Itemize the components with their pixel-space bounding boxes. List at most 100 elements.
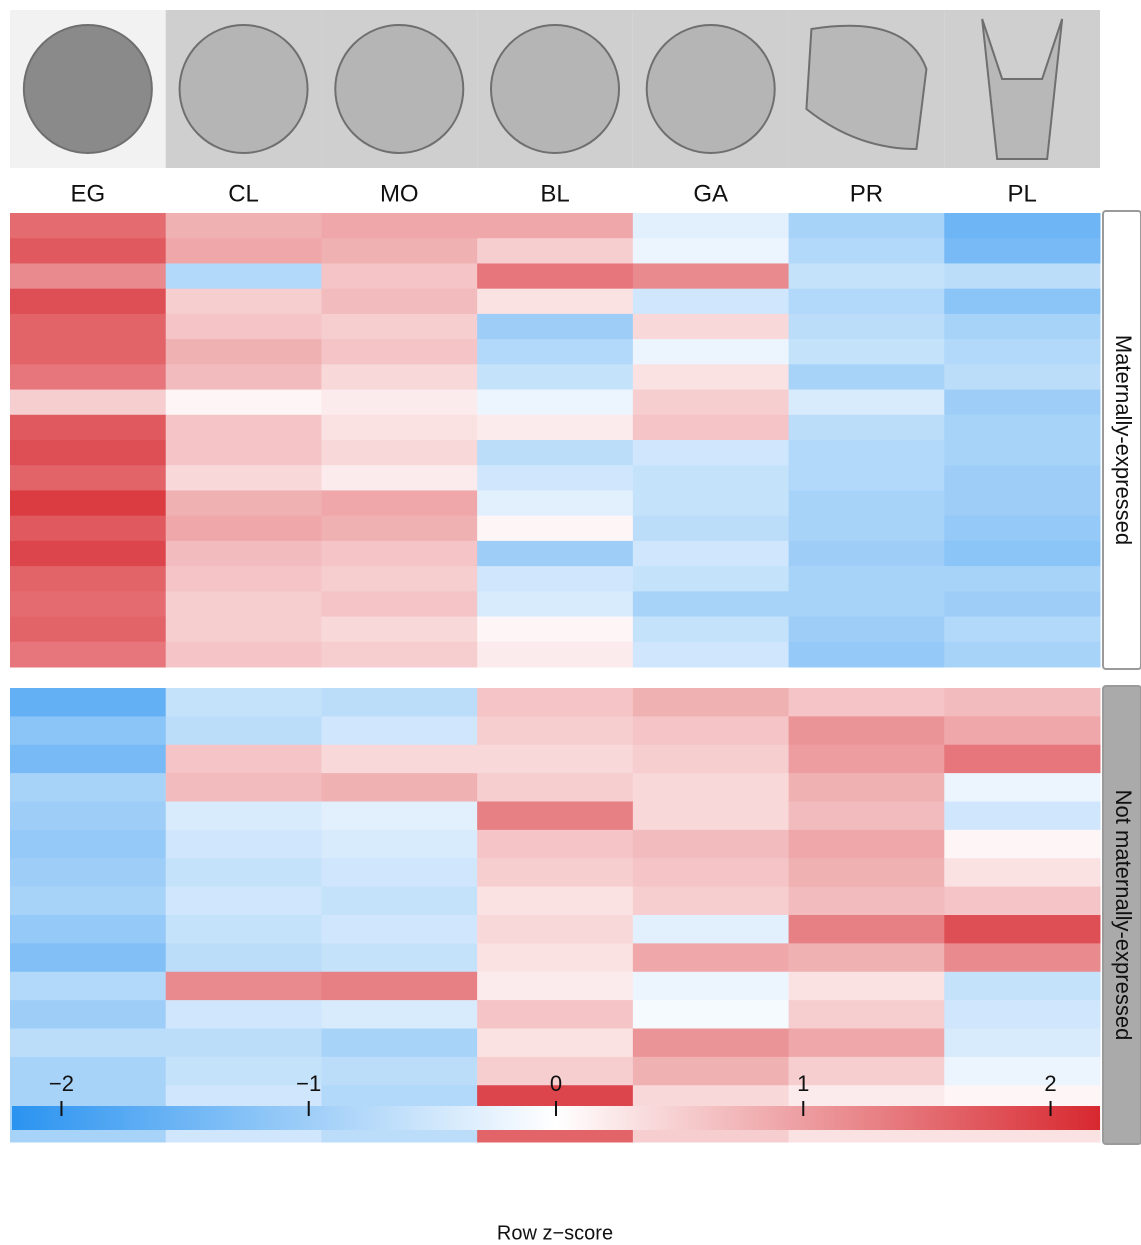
heat-cell: [477, 744, 634, 774]
heat-cell: [10, 288, 167, 315]
heat-cell: [165, 440, 322, 466]
heat-cell: [321, 915, 478, 944]
heat-cell: [165, 339, 322, 365]
heat-cell: [944, 339, 1101, 365]
heat-cell: [477, 440, 634, 466]
heat-cell: [944, 1056, 1101, 1086]
heat-cell: [477, 1000, 634, 1029]
heat-cell: [632, 591, 790, 618]
heat-cell: [632, 515, 790, 542]
heat-cell: [477, 263, 634, 290]
heat-cell: [944, 288, 1101, 315]
heat-cell: [944, 515, 1101, 542]
heat-cell: [321, 213, 478, 239]
heat-cell: [10, 915, 167, 944]
heat-cell: [632, 801, 790, 831]
heat-cell: [632, 1028, 790, 1058]
heat-cell: [321, 716, 478, 746]
heat-cell: [632, 716, 790, 746]
heat-cell: [788, 440, 945, 466]
heat-cell: [477, 238, 634, 264]
heat-cell: [477, 688, 634, 717]
embryo-shape: [22, 24, 153, 154]
heat-cell: [165, 414, 322, 441]
heat-cell: [321, 641, 478, 668]
heat-cell: [321, 515, 478, 542]
embryo-shape: [178, 24, 309, 154]
heat-cell: [477, 465, 634, 491]
heat-cell: [10, 688, 167, 717]
heat-cell: [10, 801, 167, 831]
heat-cell: [10, 313, 167, 340]
heat-cell: [477, 490, 634, 517]
heat-cell: [477, 339, 634, 365]
heat-cell: [165, 515, 322, 542]
heat-cell: [165, 288, 322, 315]
heat-cell: [10, 773, 167, 802]
column-label: PL: [1007, 180, 1036, 207]
heat-cell: [788, 1056, 945, 1086]
heat-cell: [10, 716, 167, 746]
heat-cell: [632, 1056, 790, 1086]
heat-cell: [477, 414, 634, 441]
column-label: CL: [228, 180, 259, 207]
heat-cell: [10, 364, 167, 391]
heat-cell: [321, 1056, 478, 1086]
heat-cell: [165, 858, 322, 888]
heat-cell: [165, 389, 322, 416]
heat-cell: [321, 829, 478, 859]
heat-cell: [944, 915, 1101, 944]
heat-cell: [788, 238, 945, 264]
heat-cell: [477, 591, 634, 618]
heat-cell: [788, 641, 945, 668]
heat-cell: [632, 688, 790, 717]
heat-cell: [165, 566, 322, 592]
heat-cell: [632, 414, 790, 441]
heat-cell: [10, 238, 167, 264]
heat-cell: [321, 490, 478, 517]
heat-cell: [788, 616, 945, 643]
heat-cell: [165, 490, 322, 517]
heat-cell: [165, 313, 322, 340]
heat-cell: [788, 339, 945, 365]
heat-cell: [944, 1028, 1101, 1058]
heat-cell: [10, 566, 167, 592]
heat-cell: [944, 886, 1101, 916]
heat-cell: [788, 716, 945, 746]
column-label: GA: [693, 180, 728, 207]
group-box: [1102, 685, 1141, 1145]
heat-cell: [944, 801, 1101, 831]
heat-cell: [321, 540, 478, 567]
heat-cell: [477, 540, 634, 567]
heat-cell: [477, 641, 634, 668]
heat-cell: [321, 339, 478, 365]
heat-cell: [944, 313, 1101, 340]
heat-cell: [477, 566, 634, 592]
heat-cell: [165, 540, 322, 567]
heat-cell: [944, 773, 1101, 802]
heat-cell: [944, 414, 1101, 441]
heat-cell: [321, 744, 478, 774]
heat-cell: [165, 1028, 322, 1058]
colorbar-tick-label: −2: [49, 1071, 74, 1096]
heat-cell: [321, 465, 478, 491]
heat-cell: [477, 915, 634, 944]
heat-cell: [165, 773, 322, 802]
column-label: MO: [380, 180, 419, 207]
heat-cell: [477, 943, 634, 973]
column-label: PR: [850, 180, 883, 207]
heat-cell: [632, 858, 790, 888]
heat-cell: [10, 886, 167, 916]
heat-cell: [321, 971, 478, 1001]
heat-cell: [477, 886, 634, 916]
heat-cell: [321, 566, 478, 592]
heat-cell: [321, 858, 478, 888]
heat-cell: [165, 829, 322, 859]
heat-cell: [10, 465, 167, 491]
heat-cell: [165, 465, 322, 491]
heat-cell: [944, 440, 1101, 466]
heat-cell: [165, 915, 322, 944]
heat-cell: [944, 744, 1101, 774]
heat-cell: [321, 591, 478, 618]
heat-cell: [321, 616, 478, 643]
